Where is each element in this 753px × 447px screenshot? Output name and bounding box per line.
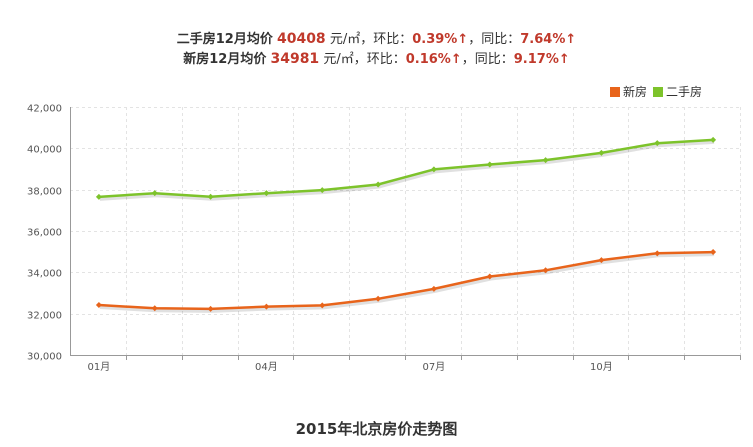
legend-swatch-second-hand	[653, 86, 664, 97]
data-point-new_home	[375, 295, 382, 302]
y-tick-label: 38,000	[27, 187, 62, 198]
grid-layer	[70, 107, 741, 355]
data-point-new_home	[654, 250, 661, 257]
data-point-second_hand	[263, 190, 270, 197]
legend-item-new-home[interactable]: 新房	[610, 83, 647, 100]
y-tick-label: 40,000	[27, 145, 62, 156]
y-tick-label: 42,000	[27, 104, 62, 115]
new-home-price-headline: 新房12月均价 34981 元/㎡，环比：0.16%↑，同比：9.17%↑	[0, 50, 753, 69]
data-point-new_home	[486, 273, 493, 280]
legend-label-second-hand: 二手房	[666, 85, 703, 99]
data-point-new_home	[95, 301, 102, 308]
data-point-second_hand	[319, 187, 326, 194]
second-hand-unit: 元/㎡	[329, 32, 361, 47]
data-point-new_home	[207, 305, 214, 312]
series-line-shadow-new_home	[99, 252, 715, 313]
data-point-second_hand	[207, 193, 214, 200]
x-tick-label: 07月	[423, 361, 446, 373]
new-home-unit: 元/㎡	[323, 52, 354, 67]
data-point-second_hand	[598, 149, 605, 156]
new-home-label: 新房12月均价	[183, 52, 267, 67]
chart-title: 2015年北京房价走势图	[295, 420, 458, 438]
data-point-new_home	[263, 303, 270, 310]
data-point-second_hand	[710, 136, 717, 143]
x-tick-label: 10月	[590, 361, 613, 373]
legend-item-second-hand[interactable]: 二手房	[653, 83, 702, 100]
series-line-second_hand	[98, 138, 714, 199]
new-home-yoy: 9.17%↑	[513, 52, 570, 67]
series-line-new_home	[98, 250, 714, 311]
data-point-new_home	[151, 305, 158, 312]
second-hand-price-headline: 二手房12月均价 40408 元/㎡，环比：0.39%↑，同比：7.64%↑	[0, 30, 753, 49]
data-point-new_home	[542, 267, 549, 274]
legend-label-new-home: 新房	[623, 85, 648, 99]
series-line-shadow-second_hand	[99, 139, 715, 201]
data-point-second_hand	[542, 157, 549, 164]
data-point-new_home	[430, 285, 437, 292]
legend-swatch-new-home	[610, 86, 620, 97]
data-point-second_hand	[430, 166, 437, 173]
second-hand-yoy: 7.64%↑	[520, 32, 577, 47]
new-home-mom: 0.16%↑	[405, 52, 462, 67]
axis-layer: 30,000 32,000 34,000 36,000 38,000 40,000 42,0…	[27, 104, 741, 373]
series-layer	[95, 136, 717, 313]
x-tick-label: 04月	[255, 361, 278, 373]
second-hand-price: 40408	[276, 31, 326, 47]
second-hand-label: 二手房12月均价	[176, 32, 273, 47]
data-point-second_hand	[95, 193, 102, 200]
new-home-price: 34981	[270, 51, 320, 67]
new-home-yoy-label: ，同比：	[461, 52, 514, 67]
data-point-new_home	[319, 302, 326, 309]
second-hand-mom-label: ，环比：	[360, 32, 413, 47]
data-point-new_home	[710, 249, 717, 256]
y-tick-label: 36,000	[27, 228, 62, 239]
data-point-second_hand	[151, 190, 158, 197]
second-hand-yoy-label: ，同比：	[468, 32, 521, 47]
data-point-new_home	[598, 257, 605, 264]
second-hand-mom: 0.39%↑	[412, 32, 469, 47]
chart-legend: 新房 二手房	[610, 83, 702, 100]
data-point-second_hand	[654, 140, 661, 147]
x-tick-label: 01月	[88, 361, 111, 373]
new-home-mom-label: ，环比：	[353, 52, 406, 67]
data-point-second_hand	[375, 181, 382, 188]
data-point-second_hand	[486, 161, 493, 168]
y-tick-label: 32,000	[27, 311, 62, 322]
y-tick-label: 34,000	[27, 269, 62, 280]
y-tick-label: 30,000	[27, 352, 62, 363]
